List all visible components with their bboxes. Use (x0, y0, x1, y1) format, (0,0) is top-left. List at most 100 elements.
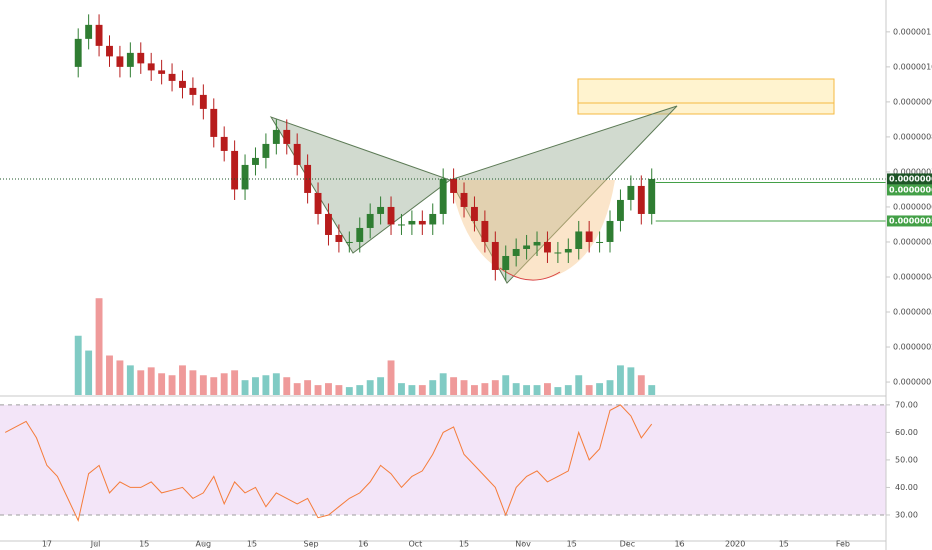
candle-body (429, 213, 437, 225)
volume-bar (648, 385, 656, 395)
x-tick-label: Jul (90, 540, 101, 549)
candle-body (533, 241, 541, 246)
volume-bar (262, 375, 270, 395)
volume-bar (116, 360, 124, 395)
candle-body (168, 73, 176, 81)
volume-bar (627, 367, 635, 395)
candle-body (554, 252, 562, 254)
candle-body (439, 178, 447, 214)
x-tick-label: 15 (139, 540, 149, 549)
candle-body (199, 94, 207, 109)
candle-body (345, 241, 353, 243)
candle-body (95, 24, 103, 46)
volume-bar (126, 365, 134, 395)
y-tick-label: 30.00 (895, 510, 918, 519)
candle-body (575, 231, 583, 249)
volume-bar (231, 370, 239, 395)
x-tick-label: 2020 (725, 540, 745, 549)
price-tag-bg (887, 184, 932, 196)
candle-body (241, 164, 249, 190)
price-tag-bg (887, 173, 932, 185)
candle-body (450, 178, 458, 193)
volume-bar (272, 373, 280, 395)
volume-bar (199, 375, 207, 395)
y-tick-label: 70.00 (895, 400, 918, 409)
y-tick-label: 0.00000020 (893, 343, 932, 352)
candle-body (293, 143, 301, 165)
candle-body (491, 241, 499, 270)
volume-bar (387, 360, 395, 395)
volume-bar (314, 385, 322, 395)
volume-bar (450, 377, 458, 395)
volume-bar (85, 350, 93, 395)
volume-bar (502, 375, 510, 395)
candle-body (387, 206, 395, 225)
volume-bar (377, 377, 385, 395)
price-pane (0, 14, 886, 281)
price-tag: 0.00000056 (889, 216, 932, 225)
y-tick-label: 60.00 (895, 428, 918, 437)
candle-body (648, 178, 656, 214)
volume-bar (325, 383, 332, 395)
candle-body (272, 129, 280, 144)
volume-bar (585, 385, 593, 395)
candle-body (179, 80, 186, 88)
candle-body (523, 245, 531, 249)
volume-bar (366, 380, 374, 395)
volume-bar (168, 375, 176, 395)
price-tag: 0.00000068 (889, 174, 932, 183)
candle-body (314, 192, 322, 214)
candle-body (85, 24, 93, 39)
volume-bar (241, 380, 249, 395)
rsi-pane (0, 404, 886, 523)
price-tag-bg (887, 215, 932, 227)
candle-body (158, 70, 166, 74)
volume-bar (596, 383, 604, 395)
x-tick-label: Dec (620, 540, 635, 549)
volume-bar (481, 383, 489, 395)
x-tick-label: Feb (836, 540, 850, 549)
x-tick-label: 16 (674, 540, 684, 549)
patterns (269, 78, 835, 284)
candle-body (585, 231, 593, 242)
volume-pane (74, 298, 656, 395)
axes: 0.00000110 0.00000100 0.00000090 0.00000080… (42, 27, 932, 549)
volume-bar (335, 385, 343, 395)
volume-bar (179, 365, 186, 395)
volume-bar (564, 385, 572, 395)
volume-bar (429, 380, 437, 395)
candle-body (617, 199, 624, 221)
y-tick-label: 0.00000030 (893, 308, 932, 317)
y-tick-label: 0.00000040 (893, 272, 932, 281)
candle-body (325, 213, 332, 235)
candle-body (398, 224, 405, 226)
volume-bar (606, 380, 614, 395)
candle-body (544, 241, 551, 253)
volume-bar (523, 385, 531, 395)
candle-body (564, 248, 572, 253)
volume-bar (137, 370, 145, 395)
volume-bar (189, 370, 197, 395)
y-tick-label: 50.00 (895, 455, 918, 464)
candle-body (637, 185, 645, 214)
volume-bar (617, 365, 624, 395)
y-tick-label: 0.00000060 (893, 202, 932, 211)
y-tick-label: 0.00000010 (893, 378, 932, 387)
x-tick-label: Nov (515, 540, 531, 549)
y-tick-label: 0.00000100 (893, 62, 932, 71)
candle-body (627, 185, 635, 200)
candle-body (502, 255, 510, 270)
x-tick-label: 15 (567, 540, 577, 549)
volume-bar (439, 373, 447, 395)
candle-body (189, 87, 197, 95)
volume-bar (95, 298, 103, 395)
x-tick-label: Sep (304, 540, 319, 549)
candle-body (106, 45, 113, 57)
candle-body (262, 143, 270, 158)
volume-bar (252, 377, 259, 395)
volume-bar (491, 380, 499, 395)
candle-body (606, 220, 614, 242)
candle-body (366, 213, 374, 228)
volume-bar (158, 373, 166, 395)
candle-body (377, 206, 385, 214)
